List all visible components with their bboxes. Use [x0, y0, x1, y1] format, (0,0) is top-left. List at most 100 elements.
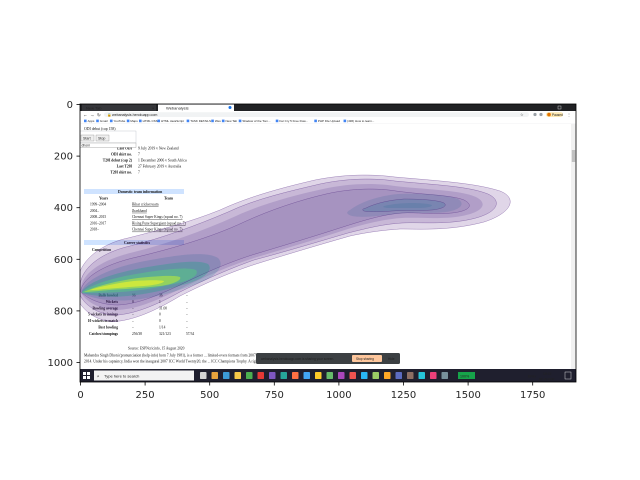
search-input[interactable]	[80, 142, 137, 148]
info-label: Last ODI	[117, 147, 132, 151]
stat-value: –	[185, 313, 188, 317]
stat-value: –	[185, 326, 188, 330]
maximize-icon[interactable]	[557, 105, 562, 110]
bookmark-item[interactable]: Maps	[130, 119, 138, 123]
taskbar-app-icon[interactable]	[407, 372, 414, 379]
taskbar-app-icon[interactable]	[257, 372, 265, 379]
density-level-12	[383, 203, 432, 208]
stop-sharing-button[interactable]	[352, 355, 382, 362]
taskbar-app-icon[interactable]	[430, 372, 437, 379]
taskbar-app-icon[interactable]	[234, 372, 242, 379]
domestic-team-link[interactable]: Rising Pune Supergiant (squad no. 7)	[132, 221, 186, 225]
stat-value: –	[131, 326, 134, 330]
bookmark-item[interactable]: Far Cry 5 Free Dow...	[279, 119, 308, 123]
domestic-years: 2018–	[90, 228, 99, 232]
info-label: T20I debut (cap 2)	[103, 159, 133, 163]
taskbar-app-icon[interactable]	[303, 372, 311, 379]
taskbar-search-box[interactable]	[94, 370, 194, 381]
taskbar-app-icon[interactable]	[280, 372, 288, 379]
clock-time[interactable]: 19:02	[543, 372, 552, 376]
domestic-team-link[interactable]: Chennai Super Kings (squad no. 7)	[132, 215, 183, 219]
star-icon[interactable]: ☆	[520, 112, 524, 117]
bookmark-item[interactable]: New Tab	[226, 119, 238, 123]
new-tab-icon[interactable]: +	[240, 106, 243, 112]
stat-value: 31.00	[159, 306, 167, 310]
stat-value: –	[185, 306, 188, 310]
x-tick-label: 1000	[326, 390, 351, 401]
bookmark-icon	[275, 119, 279, 123]
close-icon[interactable]: ×	[152, 105, 155, 110]
taskbar-app-icon[interactable]	[372, 372, 380, 379]
forward-icon[interactable]: →	[90, 112, 95, 117]
bookmark-item[interactable]: YouTube	[114, 119, 126, 123]
taskbar-app-icon[interactable]	[269, 372, 276, 379]
taskbar-app-icon[interactable]	[361, 372, 368, 379]
stat-label[interactable]: 10 wickets in match	[88, 319, 118, 323]
bookmark-item[interactable]: Gmail	[100, 119, 108, 123]
domestic-years: 2008–2015	[90, 215, 106, 219]
stat-value: 57/34	[186, 332, 194, 336]
taskbar-app-icon[interactable]	[384, 372, 391, 379]
bookmark-icon	[96, 119, 99, 123]
extension-icon[interactable]	[533, 112, 537, 117]
stat-label[interactable]: Best bowling	[98, 326, 118, 330]
taskbar-app-icon[interactable]	[292, 372, 299, 379]
density-level-9	[90, 280, 164, 290]
taskbar-app-icon[interactable]	[223, 372, 230, 379]
bookmark-item[interactable]: Apps	[88, 119, 95, 123]
start-button[interactable]	[80, 134, 95, 142]
scrollbar[interactable]	[571, 124, 576, 369]
stat-value: 321/123	[159, 332, 171, 336]
bookmark-item[interactable]: HTML CSS	[143, 119, 158, 123]
windows-start-icon[interactable]	[83, 372, 90, 379]
taskbar-app-icon[interactable]	[246, 372, 253, 379]
reload-icon[interactable]: ↻	[97, 112, 101, 117]
notification-icon[interactable]	[564, 371, 572, 380]
domestic-team-link[interactable]: Jharkhand	[132, 209, 147, 213]
y-axis: 0 200 400 600 800 1000	[48, 100, 80, 369]
tab-new-tab[interactable]: New Tab ×	[82, 104, 156, 112]
taskbar-app-icon[interactable]	[418, 372, 426, 379]
battery-indicator[interactable]	[458, 372, 475, 379]
article-paragraph-line-2: 2014. Under his captaincy, India won the…	[84, 360, 323, 365]
stat-label[interactable]: Catches/stumpings	[89, 332, 119, 336]
tab-webanalysis-label: Webanalysis	[166, 105, 189, 110]
x-tick-label: 750	[265, 390, 284, 401]
taskbar-app-icon[interactable]	[200, 372, 207, 379]
domestic-team-link[interactable]: Bihar cricket team	[132, 203, 159, 207]
scrollbar-thumb[interactable]	[571, 150, 576, 162]
hide-button[interactable]: Hide	[388, 357, 395, 361]
bookmark-item[interactable]: Wes	[215, 119, 221, 123]
back-icon[interactable]: ←	[83, 112, 88, 117]
search-input-value: dhoni	[82, 144, 91, 148]
taskbar-app-icon[interactable]	[338, 372, 345, 379]
bookmark-item[interactable]: HTML JavaScript	[161, 119, 184, 123]
taskbar-app-icon[interactable]	[315, 372, 322, 379]
taskbar-app-icon[interactable]	[441, 372, 449, 379]
window-close-icon[interactable]: ×	[567, 106, 570, 111]
puzzle-icon[interactable]	[539, 112, 543, 117]
stop-button[interactable]	[95, 134, 110, 142]
avatar	[547, 112, 551, 117]
address-bar[interactable]	[104, 112, 529, 117]
bookmark-icon	[314, 119, 317, 123]
bookmark-icon	[84, 119, 87, 123]
bookmark-item[interactable]: Shadow of the Tom...	[242, 119, 270, 123]
bookmark-item[interactable]: PHP File Upload	[318, 119, 340, 123]
tab-webanalysis[interactable]: Webanalysis	[158, 104, 234, 112]
menu-icon[interactable]: ⋮	[567, 112, 571, 117]
taskbar-app-icon[interactable]	[349, 372, 357, 379]
language-indicator[interactable]: ENG	[528, 375, 536, 379]
taskbar-app-icon[interactable]	[326, 372, 334, 379]
domestic-team-link[interactable]: Chennai Super Kings (squad no. 7)	[132, 228, 183, 232]
taskbar-app-icon[interactable]	[395, 372, 403, 379]
bookmark-item[interactable]: TASK DETAILS	[190, 119, 211, 123]
y-tick-label: 400	[54, 203, 73, 214]
bookmark-item[interactable]: (496) How to learn...	[347, 119, 374, 123]
minimize-icon[interactable]: –	[548, 105, 551, 110]
bookmark-icon	[186, 119, 190, 123]
bookmark-icon	[109, 119, 113, 123]
taskbar-app-icon[interactable]	[211, 372, 219, 379]
source-text: Source: ESPNcricinfo, 15 August 2020	[128, 347, 185, 352]
taskbar-search-placeholder: Type here to search	[104, 374, 139, 379]
